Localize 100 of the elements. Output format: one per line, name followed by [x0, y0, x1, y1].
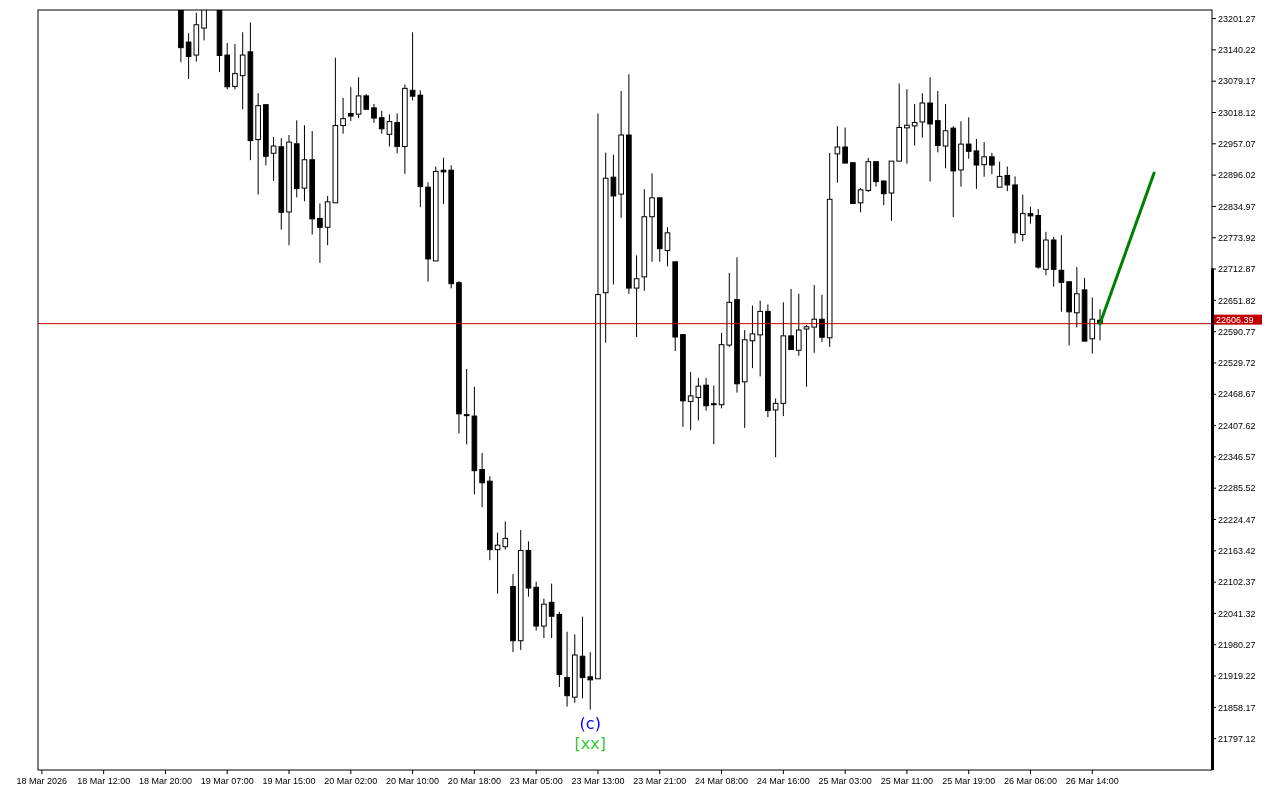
annotation: (c)	[579, 714, 601, 734]
candlestick	[656, 197, 663, 263]
y-tick-label: 22102.37	[1218, 577, 1256, 588]
candlestick	[1066, 281, 1072, 346]
candlestick	[440, 157, 447, 205]
y-tick-label: 22041.32	[1218, 608, 1256, 619]
candlestick	[1012, 175, 1018, 244]
candlestick	[456, 280, 462, 434]
candlestick	[834, 125, 841, 184]
x-tick-label: 26 Mar 14:00	[1065, 776, 1119, 786]
y-tick-label: 22163.42	[1218, 545, 1256, 556]
x-tick-label: 23 Mar 13:00	[571, 776, 625, 786]
x-tick-label: 25 Mar 11:00	[880, 776, 934, 786]
candlestick	[880, 180, 887, 206]
y-tick-label: 21858.17	[1218, 702, 1256, 713]
y-tick-label: 23201.27	[1218, 13, 1256, 24]
candlestick	[425, 181, 431, 282]
candlestick	[487, 475, 493, 561]
candlestick	[301, 124, 308, 202]
y-tick-label: 22957.07	[1218, 138, 1256, 149]
candlestick	[571, 633, 578, 704]
candlestick	[734, 256, 740, 394]
candlestick	[510, 573, 516, 653]
candlestick	[896, 82, 903, 162]
y-tick-label: 22590.77	[1218, 326, 1256, 337]
candlestick	[402, 83, 408, 175]
candlestick	[873, 161, 879, 188]
x-tick-label: 18 Mar 2026	[16, 776, 68, 786]
candlestick	[309, 130, 316, 236]
x-tick-label: 23 Mar 05:00	[509, 776, 563, 786]
y-tick-label: 22712.87	[1218, 264, 1256, 275]
candlestick	[1050, 236, 1057, 288]
candlestick	[1019, 194, 1026, 242]
candlestick	[618, 90, 624, 219]
candlestick	[564, 631, 570, 708]
x-tick-label: 24 Mar 16:00	[756, 776, 810, 786]
y-tick-label: 22834.97	[1218, 201, 1256, 212]
candlestick	[795, 293, 802, 357]
x-tick-label: 18 Mar 12:00	[77, 776, 131, 786]
x-tick-label: 20 Mar 02:00	[324, 776, 378, 786]
y-tick-label: 21797.12	[1218, 733, 1256, 744]
candlestick	[286, 134, 292, 246]
candlestick	[904, 88, 910, 165]
candlestick	[927, 76, 933, 183]
candlestick	[711, 384, 717, 445]
candlestick	[232, 43, 238, 90]
candlestick	[680, 334, 686, 428]
y-tick-label: 22773.92	[1218, 232, 1256, 243]
candlestick	[888, 160, 895, 222]
candlestick	[672, 261, 679, 352]
candlestick	[394, 112, 400, 154]
candlestick	[626, 73, 632, 295]
candlestick	[255, 92, 261, 195]
x-tick-label: 19 Mar 15:00	[262, 776, 316, 786]
x-tick-label: 26 Mar 06:00	[1003, 776, 1058, 786]
candlestick	[765, 304, 771, 418]
y-tick-label: 22346.57	[1218, 452, 1256, 463]
y-tick-label: 21980.27	[1218, 639, 1256, 650]
candlestick	[317, 202, 323, 264]
y-tick-label: 21919.22	[1218, 671, 1256, 682]
candlestick	[448, 164, 455, 289]
candlestick	[1043, 231, 1049, 276]
candlestick	[641, 188, 648, 292]
candlestick	[934, 90, 941, 153]
candlestick	[633, 254, 640, 338]
candlestick	[347, 86, 354, 122]
candlestick	[803, 324, 810, 388]
y-tick-label: 23140.22	[1218, 45, 1256, 56]
ref-line-label: 22606.39	[1216, 314, 1254, 325]
y-tick-label: 23018.12	[1218, 107, 1256, 118]
x-tick-label: 19 Mar 07:00	[200, 776, 254, 786]
candlestick	[842, 126, 848, 164]
candlestick	[819, 294, 825, 343]
candlestick	[989, 152, 995, 175]
x-tick-label: 24 Mar 08:00	[695, 776, 749, 786]
candlestick	[811, 284, 818, 354]
candlestick	[595, 112, 601, 680]
candlestick	[826, 152, 833, 348]
y-tick-label: 22651.82	[1218, 295, 1256, 306]
y-tick-label: 22224.47	[1218, 514, 1256, 525]
candlestick	[1074, 266, 1080, 328]
y-tick-label: 22407.62	[1218, 420, 1256, 431]
x-tick-label: 18 Mar 20:00	[138, 776, 192, 786]
candlestick	[541, 598, 547, 639]
candlestick	[1058, 234, 1065, 313]
candlestick	[371, 103, 377, 124]
candlestick	[587, 651, 594, 711]
candlestick	[788, 288, 794, 351]
y-tick-label: 22285.52	[1218, 483, 1256, 494]
y-tick-label: 22529.72	[1218, 358, 1256, 369]
x-tick-label: 23 Mar 21:00	[633, 776, 687, 786]
x-tick-label: 20 Mar 10:00	[386, 776, 440, 786]
y-tick-label: 23079.17	[1218, 76, 1256, 87]
candlestick	[649, 172, 655, 263]
candlestick	[757, 300, 763, 377]
annotation: [xx]	[574, 734, 606, 754]
candlestick	[533, 581, 539, 632]
x-tick-label: 20 Mar 18:00	[447, 776, 501, 786]
candlestick	[293, 119, 300, 198]
candlestick	[958, 120, 964, 188]
